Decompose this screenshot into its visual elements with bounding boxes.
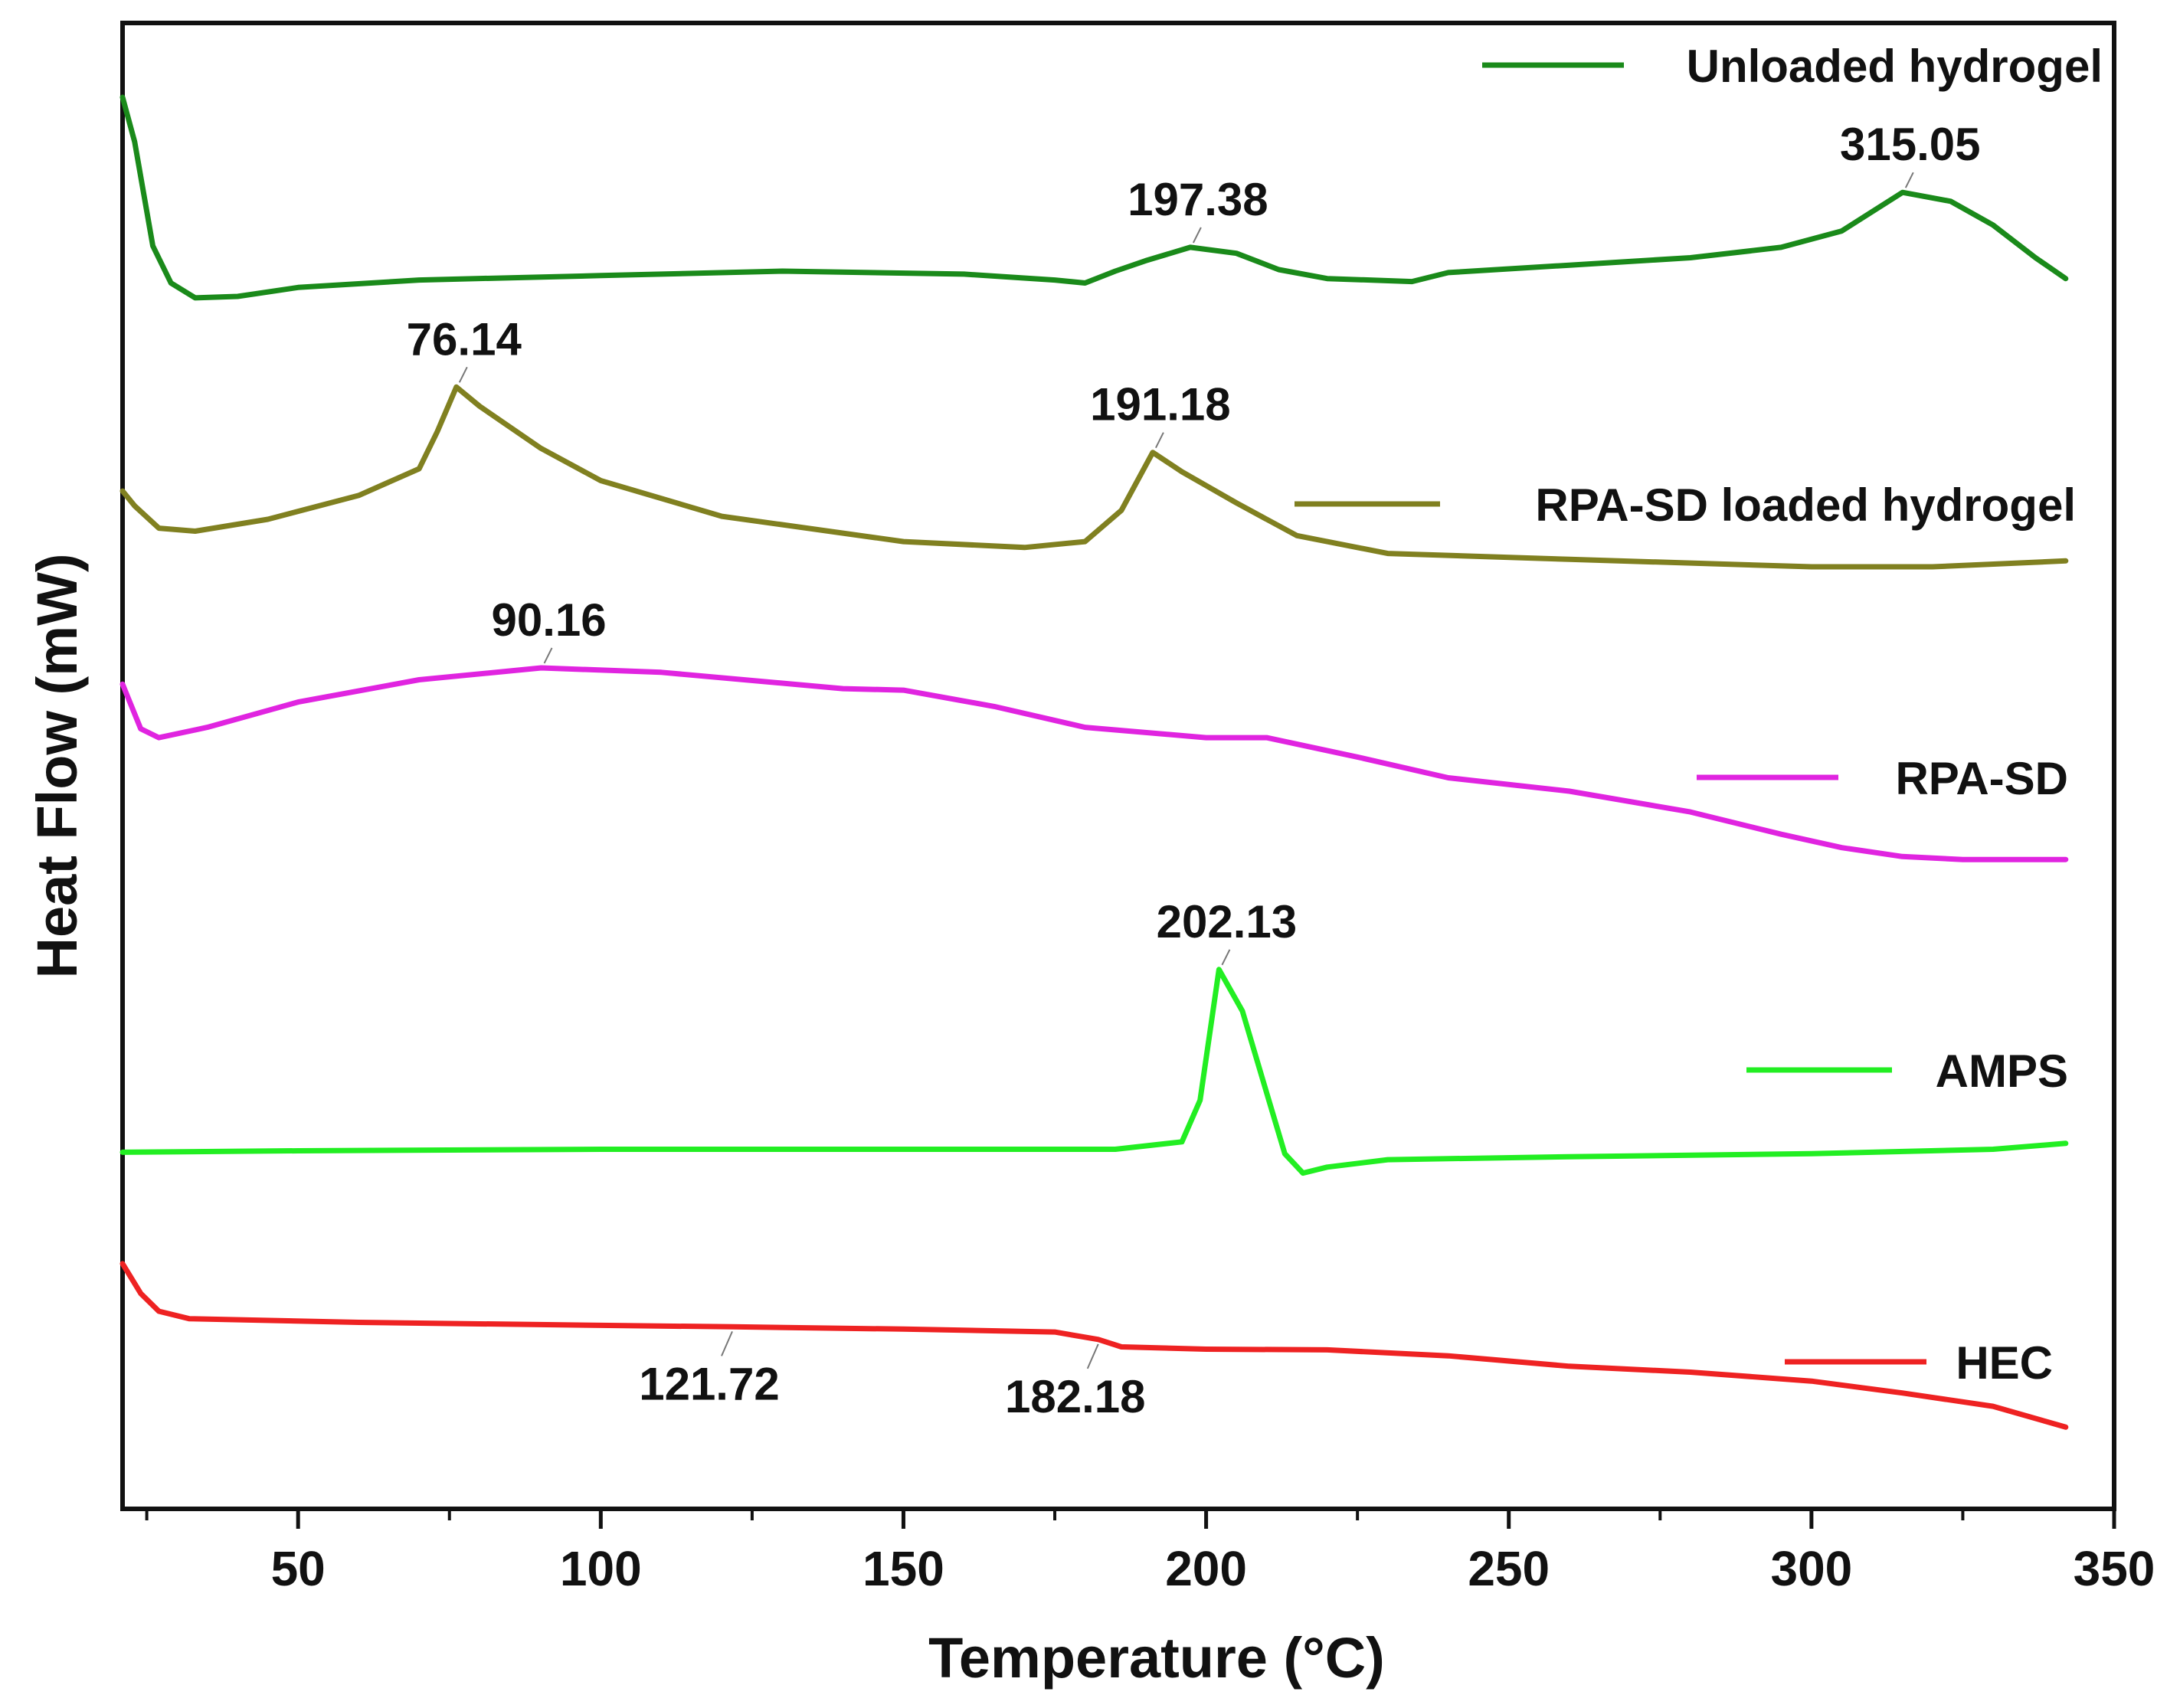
- x-tick-label: 350: [2074, 1541, 2155, 1596]
- legend-label-hec: HEC: [1956, 1337, 2053, 1389]
- y-axis-title: Heat Flow (mW): [25, 554, 89, 979]
- annotation-leader: [721, 1330, 733, 1356]
- series-line-rpa-sd-loaded-hydrogel: [119, 384, 2069, 570]
- peak-label: 315.05: [1840, 119, 1981, 170]
- x-axis-title: Temperature (°C): [928, 1626, 1385, 1690]
- annotation-leader: [458, 366, 468, 383]
- x-tick-label: 100: [560, 1541, 642, 1596]
- peak-label: 182.18: [1005, 1371, 1146, 1422]
- x-tick-label: 150: [863, 1541, 944, 1596]
- peak-label: 191.18: [1090, 379, 1231, 430]
- peak-annotations: 197.38 315.05 76.14 191.18 90.16 202.13 121.72…: [407, 119, 1981, 1422]
- peak-label: 202.13: [1157, 896, 1298, 947]
- annotation-leader: [543, 647, 553, 664]
- plot-frame: [120, 21, 2116, 1511]
- peak-label: 121.72: [639, 1358, 780, 1409]
- peak-label: 76.14: [407, 313, 522, 365]
- x-tick-label: 300: [1770, 1541, 1852, 1596]
- series-line-hec: [119, 1261, 2069, 1430]
- legend-label-rpa-sd-loaded-hydrogel: RPA-SD loaded hydrogel: [1535, 479, 2076, 531]
- peak-label: 197.38: [1128, 174, 1268, 225]
- x-tick-label: 50: [271, 1541, 326, 1596]
- legend-label-amps: AMPS: [1936, 1045, 2068, 1097]
- series-line-rpa-sd: [119, 665, 2069, 862]
- annotation-leader: [1154, 432, 1164, 449]
- annotation-leader: [1086, 1343, 1099, 1369]
- legend: Unloaded hydrogel RPA-SD loaded hydrogel R…: [1295, 41, 2103, 1389]
- series-line-amps: [119, 967, 2069, 1176]
- x-tick-label: 200: [1165, 1541, 1247, 1596]
- x-tick-label: 250: [1468, 1541, 1550, 1596]
- annotation-leader: [1221, 949, 1231, 966]
- peak-label: 90.16: [491, 594, 606, 646]
- x-axis-ticks: 50 100 150 200 250 300 350: [145, 1509, 2155, 1596]
- series-line-unloaded-hydrogel: [119, 94, 2069, 301]
- legend-label-unloaded-hydrogel: Unloaded hydrogel: [1687, 41, 2103, 92]
- legend-label-rpa-sd: RPA-SD: [1895, 753, 2068, 804]
- series-layer: [119, 94, 2069, 1430]
- annotation-leader: [1904, 172, 1914, 188]
- annotation-leader: [1192, 227, 1202, 244]
